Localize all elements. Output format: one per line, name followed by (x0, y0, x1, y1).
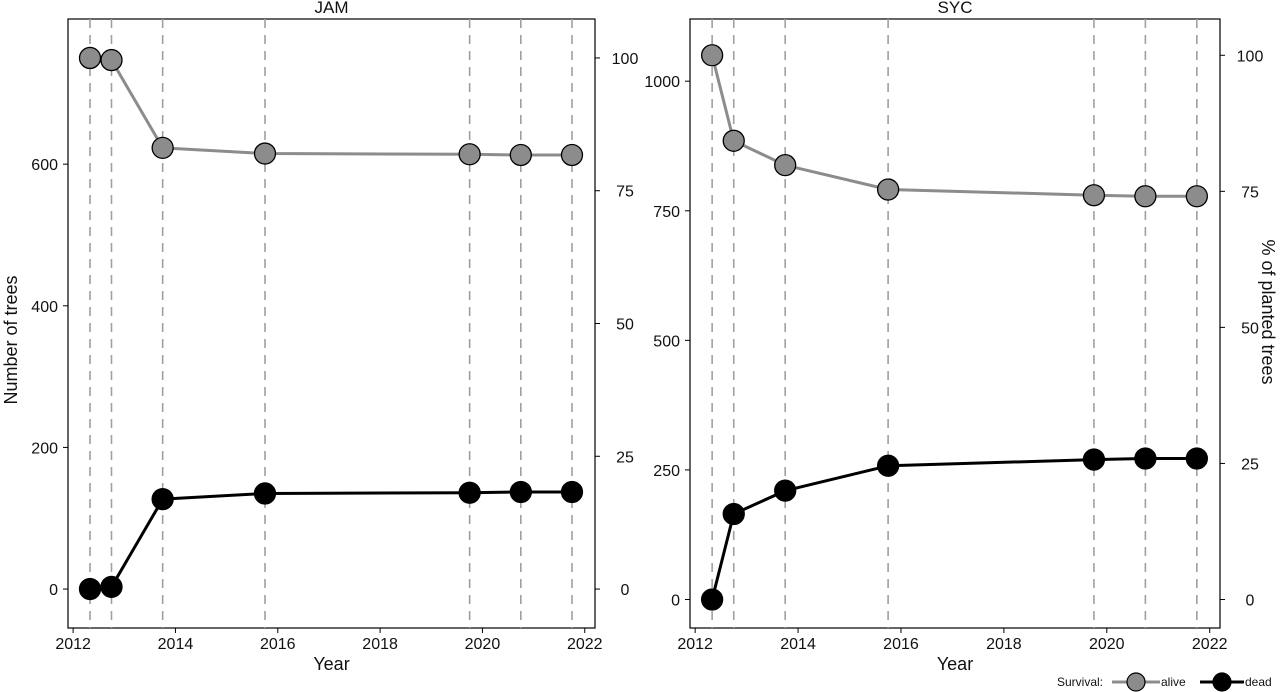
panel-title: JAM (315, 0, 349, 17)
x-tick-label: 2020 (1089, 636, 1125, 653)
y-axis-label-left: Number of trees (1, 275, 21, 404)
right-tick-label: 25 (1241, 456, 1259, 473)
right-tick-label: 0 (621, 582, 630, 599)
y-tick-label: 400 (31, 299, 58, 316)
data-point-alive (458, 143, 481, 166)
x-tick-label: 2018 (986, 636, 1022, 653)
data-point-dead (253, 482, 277, 505)
data-point-alive (509, 143, 532, 167)
data-point-alive (774, 154, 797, 177)
data-point-alive (151, 136, 174, 160)
legend-marker-dead (1212, 672, 1232, 692)
data-point-dead (774, 479, 797, 502)
data-point-dead (1185, 447, 1208, 470)
x-tick-label: 2018 (362, 636, 398, 653)
y-axis-label-right: % of planted trees (1258, 239, 1278, 384)
data-point-alive (1082, 184, 1106, 207)
y-tick-label: 750 (653, 204, 680, 221)
data-point-alive (876, 178, 900, 201)
x-tick-label: 2020 (465, 636, 501, 653)
y-tick-label: 600 (31, 157, 58, 174)
x-tick-label: 2014 (780, 636, 816, 653)
panel-jam: JAM 0 200 400 600 0 25 50 75 100 2012 2014 2016 2018 2… (31, 0, 638, 674)
x-tick-label: 2016 (883, 636, 919, 653)
plot-frame (67, 18, 596, 629)
x-tick-label: 2016 (260, 636, 296, 653)
right-tick-label: 50 (616, 317, 634, 334)
x-tick-label: 2022 (1192, 636, 1228, 653)
data-point-alive (560, 143, 584, 167)
data-point-alive (700, 44, 724, 67)
data-point-alive (1185, 185, 1208, 208)
data-point-dead (876, 454, 900, 477)
plot-frame (689, 18, 1221, 629)
data-point-alive (100, 48, 123, 72)
data-point-dead (722, 502, 745, 526)
data-point-dead (1082, 448, 1106, 471)
data-point-alive (1134, 185, 1157, 208)
x-tick-label: 2012 (677, 636, 713, 653)
y-tick-label: 500 (653, 333, 680, 350)
right-tick-label: 75 (1241, 184, 1259, 201)
data-point-dead (560, 480, 584, 504)
data-point-dead (100, 575, 123, 599)
right-tick-label: 100 (1237, 48, 1264, 65)
panel-syc: SYC 0 250 500 750 1000 0 25 50 75 100 2012 2014 2016 2… (644, 0, 1263, 674)
legend: Survival: alive dead (1057, 672, 1272, 692)
legend-title: Survival: (1057, 675, 1103, 689)
x-axis-label: Year (937, 654, 973, 674)
right-tick-label: 0 (1246, 592, 1255, 609)
data-point-alive (722, 129, 745, 152)
right-tick-label: 50 (1241, 320, 1259, 337)
right-tick-label: 75 (616, 184, 634, 201)
legend-label-alive: alive (1161, 675, 1186, 689)
y-tick-label: 1000 (644, 74, 680, 91)
x-axis-label: Year (313, 654, 349, 674)
y-tick-label: 250 (653, 463, 680, 480)
x-tick-label: 2014 (158, 636, 194, 653)
y-tick-label: 0 (671, 592, 680, 609)
data-point-dead (458, 481, 481, 504)
data-point-dead (509, 480, 532, 504)
data-point-alive (253, 142, 277, 165)
data-point-dead (700, 588, 724, 611)
legend-label-dead: dead (1245, 675, 1272, 689)
y-tick-label: 200 (31, 440, 58, 457)
data-point-dead (1134, 447, 1157, 470)
y-tick-label: 0 (49, 582, 58, 599)
x-tick-label: 2012 (55, 636, 91, 653)
x-tick-label: 2022 (567, 636, 603, 653)
right-tick-label: 100 (612, 51, 639, 68)
right-tick-label: 25 (616, 449, 634, 466)
data-point-dead (151, 487, 174, 511)
data-point-alive (78, 46, 102, 70)
data-point-dead (78, 577, 102, 601)
panel-title: SYC (938, 0, 973, 17)
legend-marker-alive (1126, 672, 1146, 692)
